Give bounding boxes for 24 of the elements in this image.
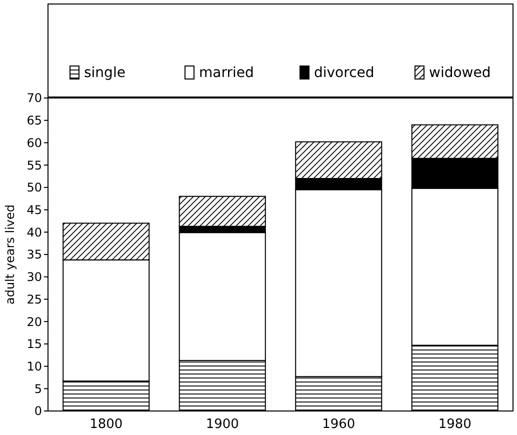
- x-tick-label: 1980: [438, 417, 472, 432]
- y-tick-label: 50: [26, 180, 42, 195]
- legend-label: married: [199, 64, 254, 81]
- y-tick-label: 40: [26, 225, 42, 240]
- x-tick-label: 1800: [90, 417, 123, 432]
- y-tick-label: 20: [26, 314, 42, 329]
- y-tick-label: 5: [34, 382, 42, 396]
- y-tick-label: 0: [34, 404, 42, 418]
- x-tick-label: 1960: [322, 417, 356, 432]
- y-tick-label: 30: [26, 270, 42, 284]
- y-tick-label: 15: [26, 337, 42, 352]
- y-tick-label: 60: [26, 136, 42, 150]
- y-tick-label: 45: [26, 202, 42, 217]
- y-tick-label: 35: [26, 248, 42, 262]
- y-tick-label: 55: [26, 158, 42, 172]
- y-tick-label: 70: [26, 91, 42, 106]
- legend-label: single: [84, 64, 126, 81]
- y-tick-label: 25: [26, 292, 42, 306]
- y-axis-title: adult years lived: [3, 204, 17, 305]
- legend-label: divorced: [314, 64, 374, 81]
- x-tick-label: 1900: [206, 417, 239, 432]
- y-tick-label: 65: [26, 114, 42, 128]
- legend-label: widowed: [429, 64, 491, 81]
- y-tick-label: 10: [26, 359, 42, 374]
